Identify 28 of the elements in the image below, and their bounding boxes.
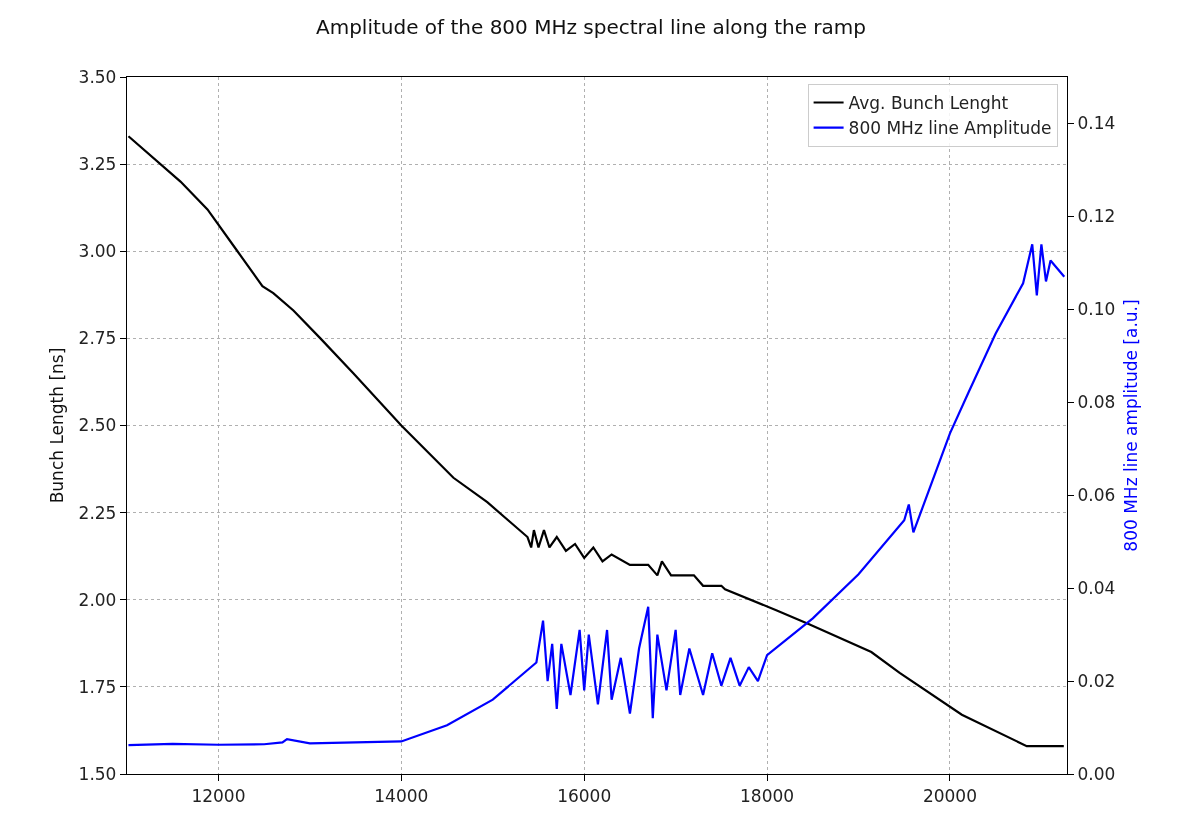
x-tick-label: 14000 bbox=[374, 785, 429, 806]
y-tick-label: 1.75 bbox=[78, 676, 117, 697]
legend-label: 800 MHz line Amplitude bbox=[848, 118, 1052, 139]
y2-tick-label: 0.02 bbox=[1077, 671, 1116, 692]
y2-tick-label: 0.06 bbox=[1077, 485, 1116, 506]
x-tick-label: 12000 bbox=[191, 785, 246, 806]
y2-axis-title: 800 MHz line amplitude [a.u.] bbox=[1120, 299, 1141, 552]
chart-title: Amplitude of the 800 MHz spectral line along the ramp bbox=[315, 15, 867, 40]
y-tick-label: 2.25 bbox=[78, 502, 117, 523]
x-tick-label: 18000 bbox=[740, 785, 795, 806]
x-tick-label: 16000 bbox=[557, 785, 612, 806]
y2-tick-label: 0.00 bbox=[1077, 763, 1116, 784]
y2-tick-label: 0.08 bbox=[1077, 392, 1116, 413]
y2-tick-label: 0.10 bbox=[1077, 299, 1116, 320]
y-axis-title: Bunch Length [ns] bbox=[47, 347, 68, 504]
y2-tick-label: 0.04 bbox=[1077, 578, 1116, 599]
y-tick-label: 2.75 bbox=[78, 328, 117, 349]
y2-tick-label: 0.12 bbox=[1077, 206, 1116, 227]
y-tick-label: 3.50 bbox=[78, 66, 117, 87]
y2-tick-label: 0.14 bbox=[1077, 113, 1116, 134]
y-tick-label: 1.50 bbox=[78, 763, 117, 784]
y-tick-label: 3.00 bbox=[78, 241, 117, 262]
x-tick-label: 20000 bbox=[922, 785, 978, 806]
line-series bbox=[127, 243, 1066, 747]
y-tick-label: 2.00 bbox=[78, 589, 117, 610]
y-tick-label: 3.25 bbox=[78, 154, 117, 175]
legend-label: Avg. Bunch Lenght bbox=[848, 93, 1009, 114]
y-tick-label: 2.50 bbox=[78, 415, 117, 436]
